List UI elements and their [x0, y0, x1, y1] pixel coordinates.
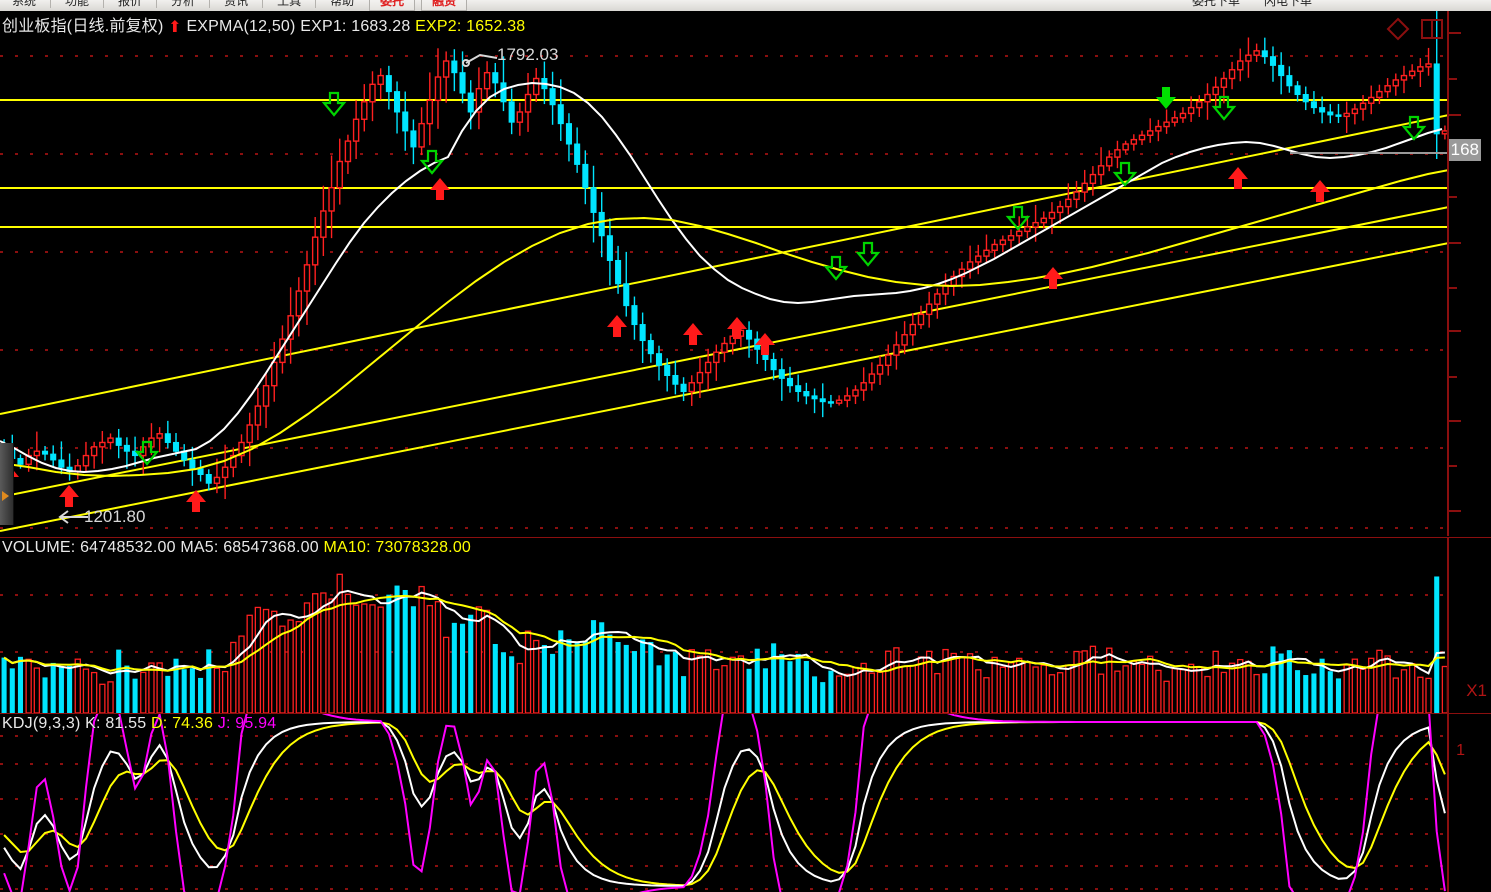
- toolbar-right-item-0[interactable]: 委托下单: [1192, 0, 1241, 8]
- kdj-plot-area[interactable]: [0, 714, 1449, 892]
- price-panel-header: 创业板指(日线.前复权) ⬆ EXPMA(12,50) EXP1: 1683.2…: [2, 12, 525, 36]
- sell-signal-icon: [1211, 95, 1237, 121]
- menu-item-4[interactable]: 资讯: [224, 0, 249, 8]
- toolbar-right-group: 委托下单 闪电下单: [1180, 0, 1324, 11]
- volume-ma10-label: MA10:: [323, 539, 371, 556]
- volume-bars: [1, 573, 1449, 713]
- kdj-title[interactable]: KDJ(9,3,3): [2, 715, 81, 732]
- toolbar-separator: [103, 0, 105, 8]
- volume-plot-area[interactable]: [0, 538, 1449, 713]
- last-price-tag: 168: [1448, 139, 1481, 161]
- exp2-label: EXP2:: [415, 18, 462, 35]
- exp1-line: [0, 81, 1443, 474]
- price-panel[interactable]: 创业板指(日线.前复权) ⬆ EXPMA(12,50) EXP1: 1683.2…: [0, 11, 1491, 536]
- price-axis-ticks: [1449, 32, 1461, 512]
- volume-chart-svg: [0, 538, 1449, 713]
- menu-item-5[interactable]: 工具: [277, 0, 302, 8]
- buy-signal-icon: [186, 490, 206, 512]
- buy-signal-icon: [683, 323, 703, 345]
- sell-signal-icon: [134, 440, 160, 466]
- sell-signal-icon: [823, 255, 849, 281]
- volume-ma5-value: 68547368.00: [223, 539, 319, 556]
- exp1-label: EXP1:: [300, 18, 347, 35]
- price-axis-gutter[interactable]: [1447, 11, 1491, 536]
- buy-signal-icon: [59, 485, 79, 507]
- kdj-k-value: 81.55: [105, 715, 147, 732]
- kdj-chart-svg: [0, 714, 1449, 892]
- toolbar-separator: [50, 0, 52, 8]
- kdj-j-line: [3, 714, 1446, 892]
- toolbar-separator: [209, 0, 211, 8]
- buy-signal-icon: [1310, 180, 1330, 202]
- chart-corner-icons[interactable]: [1385, 16, 1445, 42]
- kdj-j-label: J:: [217, 715, 231, 732]
- toolbar-button-1[interactable]: 融资: [421, 0, 468, 11]
- price-plot-area[interactable]: [0, 11, 1449, 536]
- volume-ma5-label: MA5:: [180, 539, 219, 556]
- buy-signal-icon: [727, 317, 747, 339]
- volume-scale-label[interactable]: X1: [1466, 681, 1487, 700]
- sell-signal-icon: [419, 149, 445, 175]
- sell-signal-icon: [1112, 161, 1138, 187]
- sell-signal-icon: [1005, 205, 1031, 231]
- indicator-name[interactable]: EXPMA(12,50): [186, 18, 296, 35]
- sell-signal-icon: [1401, 115, 1427, 141]
- menu-item-6[interactable]: 帮助: [330, 0, 355, 8]
- exp2-value: 1652.38: [466, 18, 526, 35]
- buy-signal-icon: [1228, 167, 1248, 189]
- kdj-panel-header: KDJ(9,3,3) K: 81.55 D: 74.36 J: 95.94: [2, 715, 276, 733]
- volume-axis-gutter[interactable]: [1447, 538, 1491, 713]
- kdj-d-label: D:: [151, 715, 168, 732]
- toolbar-separator: [315, 0, 317, 8]
- kdj-panel[interactable]: KDJ(9,3,3) K: 81.55 D: 74.36 J: 95.94: [0, 713, 1491, 892]
- toolbar-separator: [262, 0, 264, 8]
- buy-signal-icon: [755, 333, 775, 355]
- price-chart-svg: [0, 11, 1449, 536]
- triangle-right-icon: [2, 491, 9, 501]
- low-price-annotation: 1201.80: [84, 507, 146, 526]
- low-annotation-leader: [58, 510, 88, 524]
- volume-panel-header: VOLUME: 64748532.00 MA5: 68547368.00 MA1…: [2, 539, 471, 557]
- menu-item-2[interactable]: 报价: [118, 0, 143, 8]
- high-price-annotation: 1792.03: [497, 45, 559, 64]
- buy-signal-icon: [430, 178, 450, 200]
- menu-item-1[interactable]: 功能: [65, 0, 90, 8]
- diamond-icon[interactable]: [1385, 16, 1411, 42]
- panel-drag-handle[interactable]: [0, 443, 14, 525]
- instrument-title[interactable]: 创业板指(日线.前复权): [2, 18, 164, 35]
- volume-ma10-value: 73078328.00: [375, 539, 472, 556]
- arrow-up-icon: ⬆: [168, 19, 182, 36]
- split-rect-icon[interactable]: [1419, 16, 1445, 42]
- sell-signal-icon: [321, 91, 347, 117]
- kdj-k-label: K:: [85, 715, 101, 732]
- toolbar-right-item-1[interactable]: 闪电下单: [1264, 0, 1313, 8]
- kdj-d-value: 74.36: [172, 715, 214, 732]
- buy-signal-icon: [1043, 267, 1063, 289]
- menu-item-0[interactable]: 系统: [12, 0, 37, 8]
- kdj-axis-gutter[interactable]: [1447, 714, 1491, 892]
- sell-signal-icon: [855, 241, 881, 267]
- volume-panel[interactable]: VOLUME: 64748532.00 MA5: 68547368.00 MA1…: [0, 537, 1491, 713]
- exp1-value: 1683.28: [351, 18, 411, 35]
- toolbar-button-0[interactable]: 委托: [369, 0, 416, 11]
- volume-value: 64748532.00: [80, 539, 176, 556]
- toolbar-menu-group: 系统 功能 报价 分析 资讯 工具 帮助 委托 融资: [0, 0, 470, 11]
- toolbar-separator: [156, 0, 158, 8]
- volume-label: VOLUME:: [2, 539, 76, 556]
- kdj-axis-label: 1: [1456, 742, 1465, 759]
- sell-signal-icon: [1156, 87, 1176, 109]
- buy-signal-icon: [607, 315, 627, 337]
- volume-ma10-line: [3, 594, 1445, 673]
- exp2-line: [0, 169, 1449, 478]
- kdj-j-value: 95.94: [235, 715, 277, 732]
- high-annotation-leader: [462, 53, 498, 67]
- menu-item-3[interactable]: 分析: [171, 0, 196, 8]
- candlestick-series: [1, 11, 1449, 500]
